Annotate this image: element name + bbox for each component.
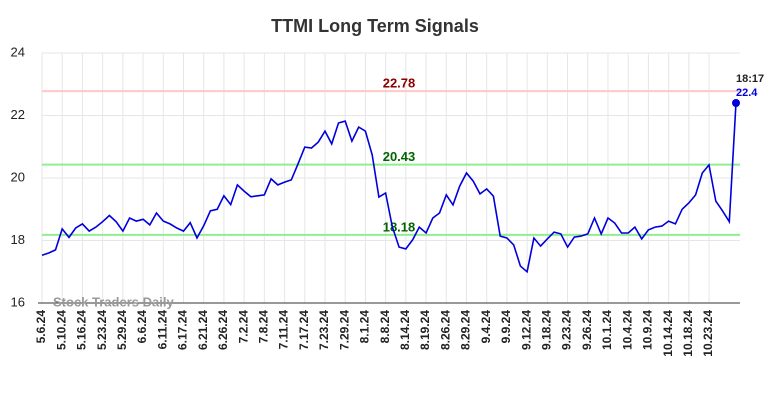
x-tick-label: 8.1.24 [358, 310, 372, 344]
x-tick-label: 9.18.24 [540, 310, 554, 350]
x-tick-label: 10.9.24 [641, 310, 655, 350]
last-time-label: 18:17 [736, 73, 764, 85]
x-tick-label: 5.10.24 [54, 310, 68, 350]
signal-label: 22.78 [383, 76, 416, 91]
x-tick-label: 6.21.24 [196, 310, 210, 350]
x-tick-label: 5.6.24 [34, 310, 48, 344]
x-tick-label: 5.29.24 [115, 310, 129, 350]
y-tick-label: 24 [11, 44, 25, 59]
x-tick-label: 8.26.24 [438, 310, 452, 350]
y-tick-label: 18 [11, 232, 25, 247]
x-tick-label: 9.4.24 [479, 310, 493, 344]
y-tick-label: 16 [11, 294, 25, 309]
x-tick-label: 6.26.24 [216, 310, 230, 350]
x-tick-label: 10.18.24 [681, 310, 695, 357]
price-line [41, 102, 737, 274]
last-point [732, 99, 740, 107]
signal-label: 18.18 [383, 219, 416, 234]
x-tick-label: 6.17.24 [176, 310, 190, 350]
x-tick-label: 9.26.24 [580, 310, 594, 350]
y-tick-label: 22 [11, 107, 25, 122]
x-tick-label: 9.9.24 [499, 310, 513, 344]
x-tick-label: 5.16.24 [75, 310, 89, 350]
x-tick-label: 8.8.24 [378, 310, 392, 344]
y-tick-label: 20 [11, 169, 25, 184]
x-tick-label: 7.2.24 [236, 310, 250, 344]
x-tick-label: 7.8.24 [257, 310, 271, 344]
x-tick-label: 9.23.24 [560, 310, 574, 350]
x-tick-label: 7.23.24 [317, 310, 331, 350]
x-tick-label: 10.4.24 [620, 310, 634, 350]
x-tick-label: 7.29.24 [337, 310, 351, 350]
x-tick-label: 10.1.24 [600, 310, 614, 350]
x-tick-label: 5.23.24 [95, 310, 109, 350]
x-tick-label: 6.6.24 [135, 310, 149, 344]
x-tick-label: 10.23.24 [701, 310, 715, 357]
watermark: Stock Traders Daily [53, 294, 174, 309]
last-value-label: 22.4 [736, 87, 758, 99]
x-tick-label: 8.29.24 [459, 310, 473, 350]
x-tick-label: 7.11.24 [277, 310, 291, 350]
x-tick-label: 10.14.24 [661, 310, 675, 357]
chart-title: TTMI Long Term Signals [271, 16, 479, 36]
x-tick-label: 6.11.24 [155, 310, 169, 350]
x-tick-label: 9.12.24 [519, 310, 533, 350]
x-tick-label: 8.14.24 [398, 310, 412, 350]
x-tick-label: 8.19.24 [418, 310, 432, 350]
signal-label: 20.43 [383, 149, 416, 164]
x-tick-label: 7.17.24 [297, 310, 311, 350]
